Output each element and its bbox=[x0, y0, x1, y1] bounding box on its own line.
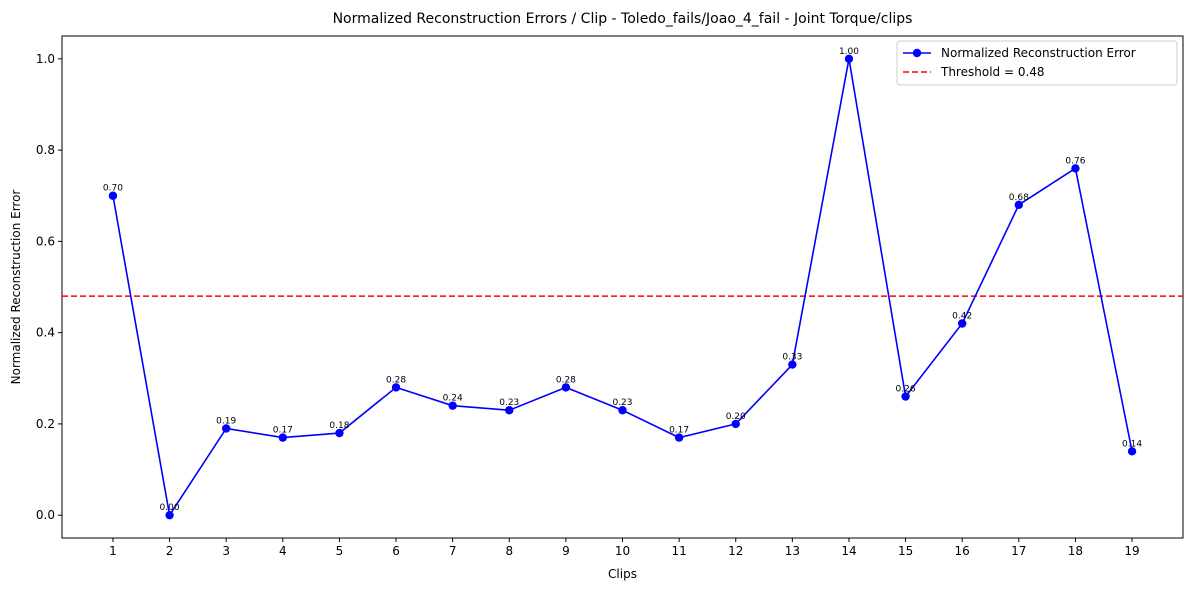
x-tick-label: 17 bbox=[1011, 544, 1026, 558]
data-point bbox=[391, 383, 401, 392]
data-label: 0.23 bbox=[499, 398, 519, 408]
y-tick-label: 0.4 bbox=[36, 326, 55, 340]
y-tick-label: 0.6 bbox=[36, 234, 55, 248]
data-point bbox=[221, 424, 231, 433]
data-point bbox=[108, 191, 118, 200]
x-tick-label: 15 bbox=[898, 544, 913, 558]
data-label: 0.76 bbox=[1065, 156, 1085, 166]
x-tick-label: 6 bbox=[392, 544, 400, 558]
data-point bbox=[165, 510, 174, 520]
series-line bbox=[112, 58, 1133, 518]
x-tick-label: 3 bbox=[222, 544, 230, 558]
x-tick-label: 10 bbox=[615, 544, 630, 558]
data-label: 0.19 bbox=[216, 416, 236, 426]
x-axis-label: Clips bbox=[608, 567, 637, 581]
legend: Normalized Reconstruction Error Threshol… bbox=[896, 40, 1178, 86]
data-label: 0.14 bbox=[1122, 439, 1142, 449]
data-point bbox=[278, 433, 288, 442]
data-label: 0.28 bbox=[556, 375, 576, 385]
x-tick-label: 5 bbox=[336, 544, 344, 558]
x-tick-label: 18 bbox=[1068, 544, 1083, 558]
series bbox=[108, 54, 1137, 520]
data-point bbox=[1014, 200, 1024, 210]
data-point bbox=[505, 406, 514, 415]
x-tick-label: 19 bbox=[1124, 544, 1139, 558]
legend-box bbox=[896, 40, 1178, 86]
y-tick-label: 0.0 bbox=[36, 508, 55, 522]
data-point bbox=[901, 392, 910, 401]
x-tick-label: 11 bbox=[671, 544, 686, 558]
data-point bbox=[335, 428, 344, 438]
data-point bbox=[1071, 164, 1080, 173]
plot-frame bbox=[61, 35, 1184, 539]
data-point bbox=[844, 54, 854, 64]
y-axis-label: Normalized Reconstruction Error bbox=[9, 190, 23, 385]
data-label: 1.00 bbox=[839, 47, 859, 57]
data-labels: 0.70 0.00 0.19 0.17 0.18 0.28 0.24 0.23 0.28 0.23… bbox=[103, 47, 1142, 513]
x-tick-label: 14 bbox=[841, 544, 856, 558]
data-label: 0.26 bbox=[896, 385, 916, 395]
x-tick-label: 9 bbox=[562, 544, 570, 558]
data-point bbox=[788, 360, 797, 369]
x-tick-label: 2 bbox=[166, 544, 174, 558]
x-tick-label: 1 bbox=[109, 544, 117, 558]
data-label: 0.23 bbox=[612, 398, 632, 408]
data-point bbox=[1127, 447, 1137, 456]
axes: 1 2 3 4 5 6 7 8 9 10 11 12 13 14 15 16 17 18 190.00.20.40.… bbox=[36, 35, 1184, 558]
x-tick-label: 7 bbox=[449, 544, 457, 558]
data-point bbox=[731, 419, 740, 429]
data-point bbox=[674, 433, 684, 442]
x-tick-label: 16 bbox=[955, 544, 970, 558]
x-tick-label: 8 bbox=[505, 544, 513, 558]
data-label: 0.68 bbox=[1009, 193, 1029, 203]
chart-title: Normalized Reconstruction Errors / Clip … bbox=[333, 11, 913, 27]
data-label: 0.42 bbox=[952, 312, 972, 322]
data-label: 0.28 bbox=[386, 375, 406, 385]
data-point bbox=[957, 319, 967, 328]
data-label: 0.33 bbox=[782, 353, 802, 363]
data-label: 0.17 bbox=[273, 426, 293, 436]
data-label: 0.18 bbox=[329, 421, 349, 431]
data-point bbox=[561, 383, 571, 392]
legend-threshold-label: Threshold = 0.48 bbox=[940, 65, 1045, 79]
legend-series-marker bbox=[912, 48, 922, 58]
y-tick-label: 0.8 bbox=[36, 143, 55, 157]
data-point bbox=[618, 406, 627, 415]
data-label: 0.17 bbox=[669, 426, 689, 436]
x-tick-label: 12 bbox=[728, 544, 743, 558]
data-label: 0.24 bbox=[443, 394, 463, 404]
y-tick-label: 1.0 bbox=[36, 52, 55, 66]
data-point bbox=[448, 401, 457, 410]
x-tick-label: 13 bbox=[785, 544, 800, 558]
x-tick-label: 4 bbox=[279, 544, 287, 558]
data-label: 0.20 bbox=[726, 412, 746, 422]
data-label: 0.00 bbox=[160, 503, 180, 513]
legend-series-label: Normalized Reconstruction Error bbox=[941, 46, 1136, 60]
y-tick-label: 0.2 bbox=[36, 417, 55, 431]
data-label: 0.70 bbox=[103, 184, 123, 194]
